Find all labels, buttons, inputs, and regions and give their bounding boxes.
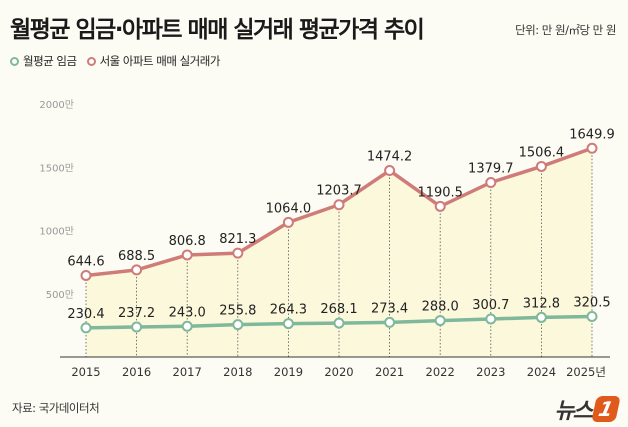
data-label: 288.0 (422, 300, 459, 315)
data-label: 320.5 (573, 295, 610, 310)
data-label: 268.1 (320, 302, 357, 317)
apt-point (485, 176, 497, 188)
x-tick-label: 2020 (324, 365, 353, 379)
data-label: 264.3 (270, 303, 307, 318)
unit-label: 단위: 만 원/㎡당 만 원 (515, 23, 616, 37)
legend-wage-marker-icon (10, 56, 19, 66)
wage-point (434, 315, 446, 327)
data-label: 806.8 (169, 234, 206, 249)
data-label: 644.6 (67, 254, 104, 269)
y-tick-label: 2000만 (39, 99, 74, 111)
data-label: 1190.5 (417, 185, 463, 200)
legend-apt-label: 서울 아파트 매매 실거래가 (99, 54, 221, 68)
wage-point (232, 319, 244, 331)
wage-point (384, 316, 396, 328)
x-tick-label: 2019 (274, 365, 303, 379)
apt-point (131, 264, 143, 276)
data-label: 1506.4 (519, 145, 565, 160)
data-label: 1474.2 (367, 150, 413, 165)
apt-point (80, 269, 92, 281)
data-label: 1064.0 (266, 201, 312, 216)
apt-point (282, 216, 294, 228)
x-tick-label: 2015 (71, 365, 100, 379)
legend: 월평균 임금 서울 아파트 매매 실거래가 (10, 53, 220, 69)
x-tick-label: 2016 (122, 365, 151, 379)
wage-point (586, 310, 598, 322)
legend-apt-marker-icon (86, 56, 96, 66)
news1-logo: 뉴스 1 (555, 393, 621, 425)
apt-point (333, 199, 345, 211)
apt-point (586, 142, 598, 154)
x-tick-label: 2017 (173, 365, 202, 379)
x-tick-label: 2025년 (566, 365, 606, 379)
apt-area-fill (86, 148, 592, 357)
data-label: 237.2 (118, 306, 155, 321)
y-tick-label: 500만 (46, 289, 74, 301)
y-tick-label: 1500만 (39, 162, 74, 174)
data-label: 243.0 (169, 305, 206, 320)
x-tick-label: 2021 (375, 365, 404, 379)
data-label: 821.3 (219, 232, 256, 247)
y-tick-label: 1000만 (39, 226, 74, 238)
apt-point (181, 249, 193, 261)
apt-point (535, 160, 547, 172)
wage-point (485, 313, 497, 325)
wage-point (181, 320, 193, 332)
wage-point (282, 318, 294, 330)
wage-point (131, 321, 143, 333)
x-tick-label: 2023 (476, 365, 505, 379)
data-label: 255.8 (219, 304, 256, 319)
x-tick-label: 2024 (527, 365, 556, 379)
x-tick-label: 2018 (223, 365, 252, 379)
legend-wage-label: 월평균 임금 (23, 54, 77, 68)
data-label: 273.4 (371, 301, 408, 316)
data-label: 300.7 (472, 298, 509, 313)
chart-title: 월평균 임금·아파트 매매 실거래 평균가격 추이 (10, 17, 425, 43)
data-label: 688.5 (118, 249, 155, 264)
data-label: 1379.7 (468, 161, 514, 176)
apt-point (384, 165, 396, 177)
wage-point (80, 322, 92, 334)
source-label: 자료: 국가데이터처 (12, 401, 100, 415)
data-label: 1649.9 (569, 127, 615, 142)
wage-point (535, 311, 547, 323)
data-label: 230.4 (67, 307, 104, 322)
x-tick-label: 2022 (426, 365, 455, 379)
data-label: 312.8 (523, 296, 560, 311)
apt-point (232, 247, 244, 259)
data-label: 1203.7 (316, 184, 362, 199)
apt-point (434, 200, 446, 212)
wage-point (333, 317, 345, 329)
